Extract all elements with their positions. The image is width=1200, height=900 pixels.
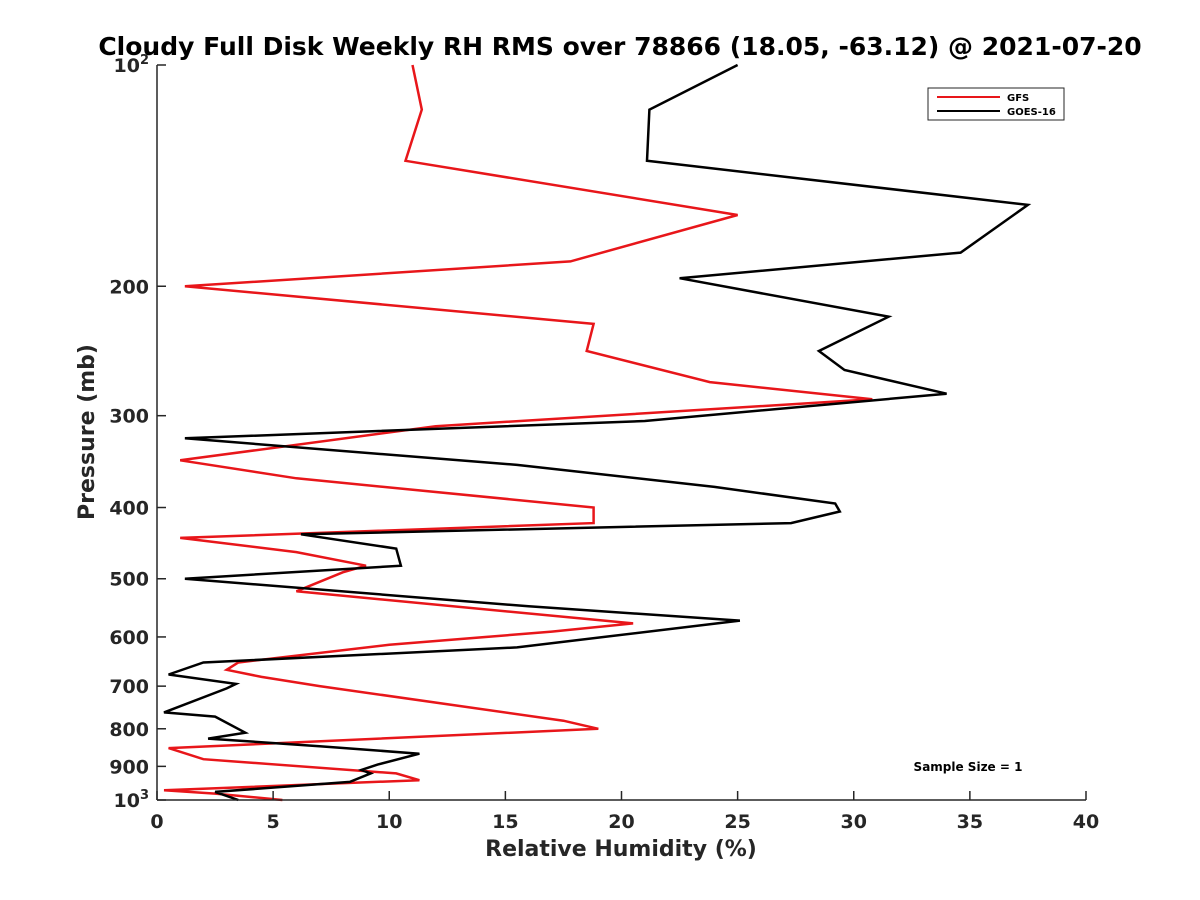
series-line-goes-16 — [163, 63, 1032, 802]
x-axis-label: Relative Humidity (%) — [485, 837, 757, 862]
y-tick-label: 200 — [109, 276, 149, 298]
x-tick-label: 10 — [376, 811, 402, 833]
y-tick-label: 103 — [114, 788, 150, 812]
sample-size-annotation: Sample Size = 1 — [914, 760, 1023, 774]
x-tick-label: 5 — [267, 811, 280, 833]
x-ticks: 0 5 10 15 20 25 30 35 40 — [150, 791, 1099, 833]
y-tick-label: 900 — [109, 756, 149, 778]
series-layer — [163, 63, 1032, 802]
legend: GFS GOES-16 — [927, 87, 1065, 121]
y-ticks: 102 200 300 400 500 600 700 800 900 103 — [109, 53, 166, 812]
x-tick-label: 35 — [957, 811, 983, 833]
y-tick-label: 500 — [109, 569, 149, 591]
chart-title: Cloudy Full Disk Weekly RH RMS over 7886… — [98, 32, 1141, 61]
y-tick-label: 800 — [109, 719, 149, 741]
legend-label-goes16: GOES-16 — [1007, 107, 1056, 118]
legend-label-gfs: GFS — [1007, 93, 1029, 104]
x-tick-label: 0 — [150, 811, 163, 833]
y-axis-label: Pressure (mb) — [75, 344, 100, 520]
y-tick-label: 700 — [109, 676, 149, 698]
y-tick-label: 300 — [109, 406, 149, 428]
axes-layer — [156, 65, 1086, 801]
y-tick-label: 102 — [114, 53, 150, 77]
y-tick-label: 400 — [109, 498, 149, 520]
y-tick-label: 600 — [109, 627, 149, 649]
x-tick-label: 30 — [841, 811, 867, 833]
x-tick-label: 25 — [724, 811, 750, 833]
x-tick-label: 15 — [492, 811, 518, 833]
legend-box — [927, 87, 1065, 121]
x-tick-label: 40 — [1073, 811, 1099, 833]
x-tick-label: 20 — [608, 811, 634, 833]
